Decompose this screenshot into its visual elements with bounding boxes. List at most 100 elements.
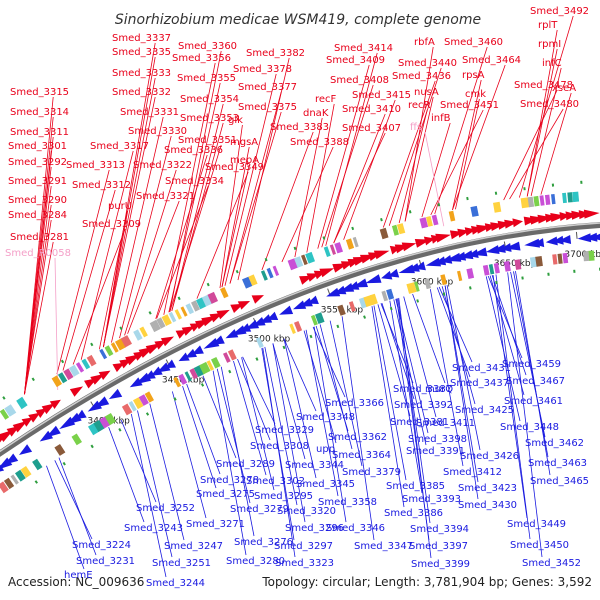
forward-gene-label: Smed_3409 bbox=[326, 55, 385, 66]
reverse-gene-arrow bbox=[577, 233, 592, 243]
forward-label-line bbox=[229, 91, 282, 284]
feature-block bbox=[535, 256, 543, 267]
forward-label-line bbox=[171, 122, 224, 311]
forward-gene-label: mepA bbox=[230, 155, 259, 166]
reverse-gene-arrow bbox=[365, 274, 382, 284]
forward-gene-arrow bbox=[69, 386, 84, 397]
reverse-gene-label: Smed_3463 bbox=[528, 458, 587, 469]
reverse-gene-label: Smed_3437 bbox=[450, 378, 509, 389]
reverse-label-line bbox=[436, 287, 471, 378]
feature-block bbox=[4, 404, 17, 417]
feature-block bbox=[414, 281, 420, 292]
forward-gene-label: Smed_3480 bbox=[520, 99, 579, 110]
rna-label-line bbox=[424, 131, 445, 227]
reverse-gene-label: Smed_3411 bbox=[416, 418, 475, 429]
feature-block bbox=[156, 317, 166, 329]
forward-label-line bbox=[530, 67, 562, 196]
feature-block bbox=[177, 296, 181, 301]
feature-block bbox=[201, 294, 213, 307]
feature-block bbox=[466, 268, 475, 279]
forward-label-line bbox=[281, 146, 334, 263]
reverse-label-line bbox=[46, 465, 85, 570]
forward-label-line bbox=[24, 166, 52, 395]
feature-block bbox=[119, 326, 123, 330]
reverse-gene-arrow bbox=[185, 348, 197, 358]
forward-gene-label: xseA bbox=[552, 83, 576, 94]
reverse-gene-label: Smed_3278 bbox=[200, 475, 259, 486]
reverse-gene-arrow bbox=[108, 388, 123, 400]
reverse-gene-label: Smed_3448 bbox=[500, 422, 559, 433]
genome-summary-text: Topology: circular; Length: 3,781,904 bp… bbox=[261, 575, 592, 589]
reverse-gene-arrow bbox=[584, 232, 598, 242]
feature-block bbox=[0, 481, 9, 494]
feature-block bbox=[10, 474, 19, 485]
reverse-gene-label: Smed_3280 bbox=[226, 556, 285, 567]
forward-label-line bbox=[102, 77, 156, 348]
feature-block bbox=[227, 349, 237, 361]
forward-gene-label: Smed_3375 bbox=[238, 102, 297, 113]
forward-gene-label: Smed_3290 bbox=[8, 195, 67, 206]
reverse-gene-label: Smed_3347 bbox=[354, 541, 413, 552]
feature-block bbox=[54, 444, 66, 456]
feature-block bbox=[206, 360, 214, 371]
feature-block bbox=[419, 217, 429, 229]
reverse-gene-arrow bbox=[5, 453, 19, 465]
reverse-label-line bbox=[241, 357, 275, 491]
forward-gene-label: nusA bbox=[414, 87, 439, 98]
feature-block bbox=[62, 461, 66, 466]
feature-block bbox=[211, 357, 221, 369]
feature-block bbox=[588, 250, 595, 261]
reverse-gene-arrow bbox=[259, 314, 273, 324]
forward-label-line bbox=[398, 109, 428, 224]
forward-gene-label: Smed_3351 bbox=[178, 135, 237, 146]
rna-gene-label: Smed_R0058 bbox=[5, 248, 71, 259]
feature-block bbox=[139, 326, 148, 338]
feature-block bbox=[173, 397, 177, 401]
feature-block bbox=[138, 394, 149, 406]
reverse-gene-label: Smed_3244 bbox=[146, 578, 205, 589]
reverse-label-line bbox=[444, 285, 479, 483]
forward-gene-label: Smed_3460 bbox=[444, 37, 503, 48]
reverse-label-line bbox=[495, 274, 531, 540]
feature-block bbox=[547, 272, 550, 276]
feature-block bbox=[200, 383, 205, 387]
forward-gene-arrow bbox=[512, 218, 523, 228]
feature-block bbox=[174, 309, 182, 320]
forward-label-line bbox=[306, 103, 335, 253]
forward-label-line bbox=[196, 171, 249, 299]
feature-block bbox=[544, 194, 551, 205]
forward-gene-label: Smed_3336 bbox=[164, 145, 223, 156]
feature-block bbox=[389, 306, 393, 311]
feature-block bbox=[104, 413, 116, 426]
reverse-label-line bbox=[120, 419, 157, 503]
forward-label-line bbox=[24, 219, 52, 395]
feature-block bbox=[228, 369, 232, 374]
feature-block bbox=[51, 375, 62, 388]
forward-label-line bbox=[325, 52, 378, 246]
feature-block bbox=[223, 352, 231, 363]
reverse-label-line bbox=[377, 304, 411, 417]
reverse-gene-arrow bbox=[524, 238, 540, 248]
reverse-label-line bbox=[441, 286, 476, 405]
forward-label-line bbox=[168, 82, 221, 313]
reverse-gene-arrow bbox=[558, 235, 572, 244]
forward-gene-arrow bbox=[583, 209, 600, 219]
reverse-gene-label: Smed_3399 bbox=[411, 559, 470, 570]
forward-gene-arrow bbox=[401, 242, 417, 252]
feature-block bbox=[494, 191, 498, 195]
forward-gene-label: cmk bbox=[465, 89, 486, 100]
reverse-gene-label: Smed_3366 bbox=[325, 398, 384, 409]
forward-gene-label: Smed_3334 bbox=[165, 176, 224, 187]
feature-block bbox=[301, 254, 308, 266]
feature-block bbox=[115, 338, 127, 351]
reverse-label-line bbox=[264, 346, 298, 506]
feature-block bbox=[57, 372, 68, 384]
reverse-gene-arrow bbox=[381, 270, 393, 280]
reverse-label-line bbox=[373, 305, 407, 481]
reverse-gene-arrow bbox=[156, 362, 171, 373]
reverse-label-line bbox=[171, 391, 207, 519]
genome-backbone bbox=[0, 222, 600, 457]
reverse-label-line bbox=[513, 271, 549, 458]
feature-block bbox=[207, 291, 218, 304]
feature-block bbox=[572, 191, 580, 203]
